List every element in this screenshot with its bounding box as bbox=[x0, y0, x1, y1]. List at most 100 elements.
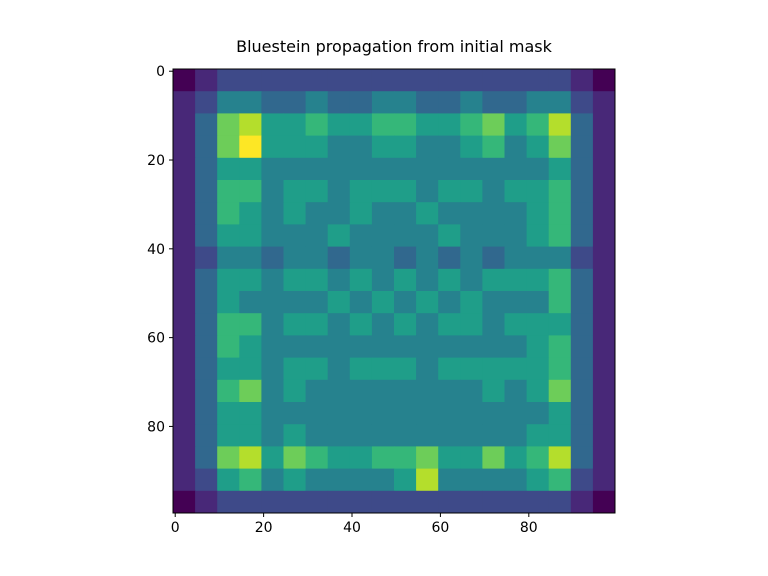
heatmap-cell bbox=[548, 402, 572, 425]
heatmap-cell bbox=[526, 69, 550, 92]
heatmap-cell bbox=[239, 335, 262, 359]
heatmap-cell bbox=[349, 424, 373, 447]
heatmap-cell bbox=[504, 224, 528, 248]
heatmap-cell bbox=[173, 246, 196, 270]
heatmap-cell bbox=[504, 157, 528, 181]
heatmap-cell bbox=[394, 291, 417, 314]
heatmap-cell bbox=[460, 69, 483, 92]
heatmap-cell bbox=[394, 224, 417, 248]
y-tick-label: 80 bbox=[147, 419, 165, 435]
heatmap-cell bbox=[504, 468, 528, 492]
heatmap-cell bbox=[416, 468, 439, 492]
heatmap-cell bbox=[438, 379, 461, 403]
heatmap-cell bbox=[261, 157, 284, 181]
heatmap-cell bbox=[261, 246, 284, 270]
heatmap-cell bbox=[482, 424, 505, 447]
heatmap-cell bbox=[195, 335, 218, 359]
heatmap-cell bbox=[349, 135, 373, 159]
heatmap-cell bbox=[261, 357, 284, 381]
heatmap-cell bbox=[548, 202, 572, 225]
heatmap-cell bbox=[592, 468, 616, 492]
heatmap-cell bbox=[504, 335, 528, 359]
heatmap-cell bbox=[239, 268, 262, 292]
heatmap-cell bbox=[349, 313, 373, 336]
heatmap-cell bbox=[504, 357, 528, 381]
heatmap-cell bbox=[217, 446, 240, 470]
heatmap-cell bbox=[239, 224, 262, 248]
x-tick-label: 80 bbox=[520, 520, 538, 536]
heatmap-cell bbox=[305, 246, 329, 270]
heatmap-cell bbox=[504, 180, 528, 203]
heatmap-cell bbox=[592, 69, 616, 92]
heatmap-cell bbox=[371, 202, 395, 225]
heatmap-cell bbox=[217, 490, 240, 514]
heatmap-cell bbox=[570, 379, 594, 403]
heatmap-cell bbox=[526, 135, 550, 159]
heatmap-cell bbox=[195, 224, 218, 248]
heatmap-cell bbox=[349, 91, 373, 114]
heatmap-cell bbox=[327, 357, 351, 381]
heatmap-cell bbox=[570, 424, 594, 447]
heatmap-cell bbox=[173, 291, 196, 314]
heatmap-cell bbox=[283, 291, 307, 314]
heatmap-cell bbox=[195, 424, 218, 447]
heatmap-cell bbox=[261, 313, 284, 336]
heatmap-cell bbox=[504, 446, 528, 470]
heatmap-cell bbox=[438, 246, 461, 270]
heatmap-cell bbox=[592, 91, 616, 114]
heatmap-cell bbox=[239, 113, 262, 137]
heatmap-cell bbox=[327, 490, 351, 514]
heatmap-cell bbox=[548, 446, 572, 470]
heatmap-cell bbox=[416, 157, 439, 181]
heatmap-cell bbox=[416, 424, 439, 447]
heatmap-cell bbox=[570, 246, 594, 270]
x-tick-label: 40 bbox=[343, 520, 361, 536]
heatmap-cell bbox=[283, 490, 307, 514]
heatmap-cell bbox=[327, 246, 351, 270]
heatmap-cell bbox=[173, 135, 196, 159]
heatmap-cell bbox=[394, 135, 417, 159]
heatmap-cell bbox=[482, 224, 505, 248]
heatmap-cell bbox=[438, 313, 461, 336]
heatmap-cell bbox=[239, 490, 262, 514]
heatmap-cell bbox=[526, 379, 550, 403]
heatmap-cell bbox=[526, 313, 550, 336]
heatmap-cell bbox=[261, 91, 284, 114]
heatmap-cell bbox=[416, 91, 439, 114]
heatmap-cell bbox=[592, 402, 616, 425]
heatmap-cell bbox=[283, 313, 307, 336]
heatmap-cell bbox=[217, 180, 240, 203]
heatmap-cell bbox=[349, 69, 373, 92]
heatmap-cell bbox=[504, 135, 528, 159]
heatmap-cell bbox=[416, 69, 439, 92]
heatmap-cell bbox=[592, 268, 616, 292]
heatmap-cell bbox=[239, 357, 262, 381]
heatmap-cell bbox=[526, 91, 550, 114]
heatmap-cell bbox=[504, 291, 528, 314]
heatmap-cell bbox=[195, 246, 218, 270]
heatmap-cell bbox=[394, 313, 417, 336]
heatmap-cell bbox=[195, 446, 218, 470]
heatmap-cell bbox=[438, 291, 461, 314]
heatmap-cell bbox=[460, 291, 483, 314]
heatmap-cell bbox=[460, 313, 483, 336]
heatmap-cell bbox=[327, 157, 351, 181]
heatmap-cell bbox=[570, 224, 594, 248]
heatmap-cell bbox=[394, 490, 417, 514]
heatmap-cell bbox=[195, 202, 218, 225]
heatmap-cell bbox=[261, 402, 284, 425]
heatmap-cell bbox=[195, 135, 218, 159]
heatmap-cell bbox=[460, 202, 483, 225]
heatmap-cell bbox=[438, 357, 461, 381]
heatmap-cell bbox=[438, 135, 461, 159]
heatmap-cell bbox=[460, 446, 483, 470]
heatmap-cell bbox=[548, 379, 572, 403]
heatmap-cell bbox=[173, 446, 196, 470]
heatmap-cell bbox=[261, 180, 284, 203]
heatmap-cell bbox=[394, 268, 417, 292]
heatmap-cell bbox=[548, 490, 572, 514]
y-tick-label: 20 bbox=[147, 153, 165, 169]
heatmap-cell bbox=[239, 180, 262, 203]
heatmap-cell bbox=[327, 402, 351, 425]
heatmap-cell bbox=[460, 490, 483, 514]
